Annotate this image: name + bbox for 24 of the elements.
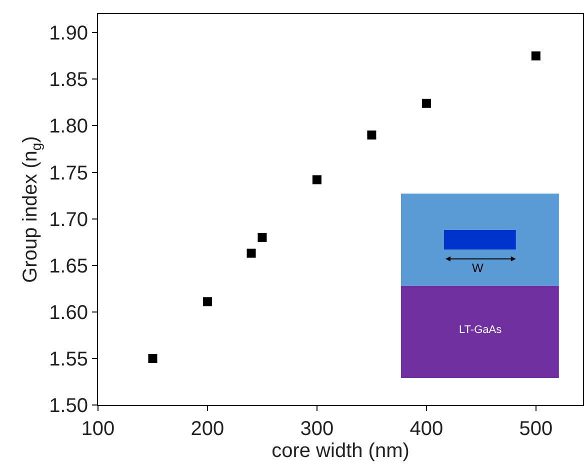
- y-tick-label: 1.90: [49, 22, 88, 45]
- y-tick-label: 1.65: [49, 255, 88, 278]
- point: [367, 130, 376, 140]
- x-axis-title: core width (nm): [272, 440, 410, 462]
- point: [246, 248, 256, 258]
- x-tick-label: 400: [410, 418, 444, 440]
- y-tick-label: 1.55: [49, 348, 88, 370]
- y-tick-label: 1.85: [49, 69, 88, 92]
- x-tick-label: 500: [519, 418, 553, 440]
- y-tick-label: 1.80: [49, 116, 88, 138]
- y-tick-label: 1.50: [49, 395, 88, 417]
- y-tick-label: 1.75: [49, 162, 88, 184]
- point: [531, 51, 540, 60]
- annotation: LT-GaAs: [459, 324, 502, 336]
- x-tick-label: 200: [190, 418, 224, 440]
- y-tick-label: 1.70: [49, 208, 88, 231]
- point: [148, 354, 158, 363]
- x-tick-label: 300: [300, 418, 334, 440]
- y-tick-label: 1.60: [49, 302, 88, 324]
- point: [258, 232, 267, 242]
- point: [422, 98, 431, 108]
- point: [312, 175, 322, 184]
- x-tick-label: 100: [81, 418, 115, 440]
- point: [202, 297, 212, 306]
